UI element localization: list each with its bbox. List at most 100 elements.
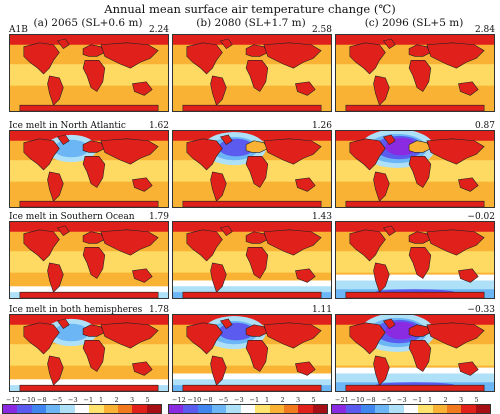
row-label: Ice melt in Southern Ocean <box>9 212 135 222</box>
continent-outline <box>263 322 322 349</box>
colorbar-tick-label: −8 <box>203 396 213 404</box>
colorbar-tick-label: −8 <box>37 396 47 404</box>
colorbar-tick-label: 5 <box>145 396 150 404</box>
global-mean-value: 1.78 <box>148 305 169 315</box>
row-label: Ice melt in both hemispheres <box>9 305 143 315</box>
continent-outline <box>408 340 432 372</box>
continent-outline <box>219 225 233 237</box>
continent-outline <box>382 134 396 146</box>
colorbar-swatch <box>60 405 75 413</box>
continent-outline <box>56 38 70 50</box>
colorbar-tick-label: −1 <box>83 396 94 404</box>
continent-outline <box>295 361 316 376</box>
continent-outline <box>345 291 485 298</box>
map-panel <box>172 130 332 208</box>
continent-outline <box>82 44 106 57</box>
colorbar-swatch <box>197 405 213 413</box>
colorbar-tick-label: 3 <box>459 396 464 404</box>
colorbar-swatch <box>46 405 61 413</box>
continent-outline <box>408 44 432 57</box>
global-mean-value: 0.87 <box>474 121 495 131</box>
global-mean-value: −0.33 <box>467 305 495 315</box>
continent-outline <box>219 134 233 146</box>
continent-outline <box>82 156 106 188</box>
continent-outline <box>186 42 223 75</box>
colorbar <box>168 404 328 414</box>
continent-outline <box>382 225 396 237</box>
colorbar-tick-label: 5 <box>474 396 479 404</box>
continent-outline <box>19 384 159 391</box>
continent-outline <box>19 104 159 111</box>
continent-outline <box>408 231 432 244</box>
continent-outline <box>182 200 322 207</box>
map-panel <box>335 314 495 392</box>
arctic-band <box>336 35 494 45</box>
continent-outline <box>245 340 269 372</box>
colorbar-swatch <box>117 405 133 413</box>
colorbar-swatch <box>183 405 198 413</box>
continent-outline <box>295 177 316 192</box>
map-panel <box>9 221 169 299</box>
continent-outline <box>373 262 390 293</box>
colorbar-tick-label: 2 <box>280 396 285 404</box>
continent-outline <box>408 156 432 188</box>
colorbar-tick-label: 3 <box>130 396 135 404</box>
colorbar-tick-label: 2 <box>114 396 119 404</box>
column-header-b: (b) 2080 (SL+1.7 m) <box>196 17 306 29</box>
arctic-band <box>173 35 331 45</box>
continent-outline <box>19 200 159 207</box>
colorbar-swatch <box>74 405 90 413</box>
colorbar-swatch <box>226 405 241 413</box>
arctic-band <box>10 222 168 232</box>
continent-outline <box>373 355 390 386</box>
colorbar-tick-label: −12 <box>6 396 20 404</box>
map-panel <box>172 314 332 392</box>
continent-outline <box>23 322 60 355</box>
map-panel <box>172 34 332 112</box>
colorbar-tick-label: −5 <box>52 396 63 404</box>
continent-outline <box>245 60 269 92</box>
colorbar-swatch <box>446 405 462 413</box>
continent-outline <box>132 268 153 283</box>
continent-outline <box>245 140 269 153</box>
colorbar-swatch <box>269 405 284 413</box>
arctic-band <box>173 222 331 232</box>
row-label: A1B <box>9 25 28 35</box>
arctic-band <box>10 131 168 141</box>
colorbar-swatch <box>31 405 47 413</box>
colorbar-tick-label: 1 <box>99 396 104 404</box>
continent-outline <box>82 140 106 153</box>
colorbar-swatch <box>346 405 361 413</box>
colorbar-tick-label: −10 <box>187 396 202 404</box>
continent-outline <box>245 44 269 57</box>
global-mean-value: −0.02 <box>467 212 495 222</box>
continent-outline <box>458 268 479 283</box>
colorbar-swatch <box>17 405 32 413</box>
colorbar-tick-label: −10 <box>350 396 365 404</box>
colorbar-tick-label: 1 <box>428 396 433 404</box>
colorbar-tick-label: −8 <box>366 396 376 404</box>
continent-outline <box>210 262 227 293</box>
continent-outline <box>458 361 479 376</box>
continent-outline <box>132 361 153 376</box>
continent-outline <box>100 138 159 165</box>
continent-outline <box>210 355 227 386</box>
continent-outline <box>408 60 432 92</box>
continent-outline <box>349 229 386 262</box>
arctic-band <box>336 222 494 232</box>
continent-outline <box>47 355 64 386</box>
colorbar-swatch <box>255 405 270 413</box>
global-mean-value: 1.11 <box>311 305 332 315</box>
continent-outline <box>373 171 390 202</box>
colorbar-swatch <box>312 405 327 413</box>
continent-outline <box>19 291 159 298</box>
continent-outline <box>263 138 322 165</box>
colorbar-tick-label: −3 <box>68 396 78 404</box>
continent-outline <box>245 156 269 188</box>
continent-outline <box>426 322 485 349</box>
colorbar-tick-label: −5 <box>218 396 229 404</box>
continent-outline <box>245 324 269 337</box>
continent-outline <box>382 38 396 50</box>
north-atlantic-cooling <box>53 323 89 342</box>
colorbar-swatch <box>461 405 476 413</box>
